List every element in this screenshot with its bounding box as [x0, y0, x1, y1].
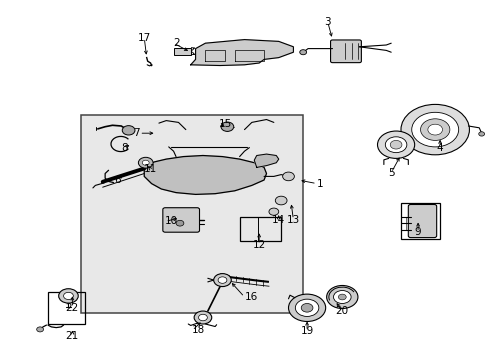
Text: 2: 2 — [173, 38, 180, 48]
Circle shape — [427, 124, 442, 135]
Circle shape — [194, 311, 211, 324]
Text: 13: 13 — [286, 215, 300, 225]
Circle shape — [333, 291, 350, 303]
Circle shape — [400, 104, 468, 155]
Text: 21: 21 — [65, 330, 79, 341]
Circle shape — [377, 131, 414, 158]
Text: 15: 15 — [219, 119, 232, 129]
Bar — [400, 203, 439, 239]
Text: 5: 5 — [387, 168, 394, 178]
Polygon shape — [144, 156, 266, 194]
Text: 16: 16 — [244, 292, 257, 302]
Circle shape — [411, 112, 458, 147]
Circle shape — [275, 196, 286, 205]
Circle shape — [295, 299, 318, 316]
FancyBboxPatch shape — [330, 40, 361, 63]
Circle shape — [385, 137, 406, 153]
Circle shape — [198, 314, 207, 321]
Text: 6: 6 — [114, 175, 121, 185]
Circle shape — [138, 157, 153, 168]
Bar — [48, 292, 84, 324]
Text: 11: 11 — [143, 164, 157, 174]
Text: 3: 3 — [324, 17, 330, 27]
Bar — [173, 48, 190, 55]
Circle shape — [338, 294, 346, 300]
Circle shape — [326, 285, 357, 309]
Circle shape — [218, 277, 226, 283]
Bar — [239, 217, 281, 241]
Text: 19: 19 — [300, 326, 313, 336]
Polygon shape — [254, 154, 278, 167]
Circle shape — [59, 289, 78, 303]
Text: 17: 17 — [137, 33, 151, 43]
FancyBboxPatch shape — [163, 208, 199, 232]
Text: 18: 18 — [192, 325, 205, 336]
Text: 10: 10 — [165, 216, 178, 226]
Text: 12: 12 — [252, 240, 265, 250]
Circle shape — [221, 122, 233, 131]
Text: 9: 9 — [414, 227, 421, 237]
Bar — [81, 115, 303, 313]
Circle shape — [288, 294, 325, 321]
Circle shape — [37, 327, 43, 332]
Circle shape — [420, 119, 449, 140]
Circle shape — [268, 208, 278, 215]
Circle shape — [301, 303, 312, 312]
Circle shape — [213, 274, 231, 287]
Circle shape — [299, 50, 306, 55]
Circle shape — [176, 220, 183, 226]
Text: 22: 22 — [65, 303, 79, 313]
Text: 4: 4 — [436, 143, 443, 153]
Text: 8: 8 — [121, 143, 128, 153]
Circle shape — [142, 160, 149, 165]
FancyBboxPatch shape — [407, 204, 436, 238]
Circle shape — [122, 126, 135, 135]
Circle shape — [63, 292, 73, 300]
Circle shape — [389, 140, 401, 149]
Polygon shape — [190, 40, 293, 66]
Text: 7: 7 — [132, 128, 139, 138]
Text: 1: 1 — [316, 179, 323, 189]
Circle shape — [478, 132, 484, 136]
Circle shape — [282, 172, 294, 181]
Text: 14: 14 — [271, 215, 285, 225]
Text: 20: 20 — [335, 306, 348, 316]
